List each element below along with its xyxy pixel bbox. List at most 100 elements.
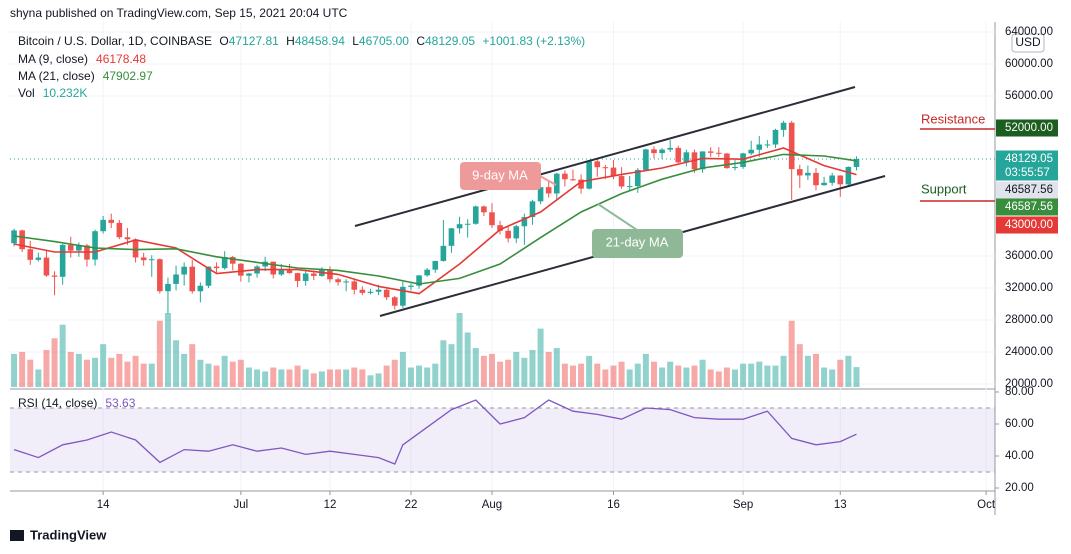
candle-body bbox=[35, 257, 42, 260]
candle-body bbox=[67, 244, 74, 251]
candle-body bbox=[116, 222, 123, 238]
x-tick-label: 13 bbox=[834, 499, 847, 511]
volume-bar bbox=[383, 365, 390, 387]
symbol: Bitcoin / U.S. Dollar, 1D, COINBASE bbox=[18, 34, 212, 48]
candle-body bbox=[643, 149, 649, 170]
rsi-tick-label: 20.00 bbox=[1005, 482, 1034, 494]
currency[interactable]: USD bbox=[1015, 35, 1041, 49]
volume-bar bbox=[237, 359, 244, 387]
volume-bar bbox=[229, 361, 236, 387]
volume-bar bbox=[318, 371, 325, 387]
candle-body bbox=[408, 285, 414, 287]
volume-bar bbox=[424, 367, 431, 387]
volume-bar bbox=[124, 361, 131, 387]
volume-bar bbox=[796, 344, 803, 387]
annotation: 21-day MA bbox=[606, 234, 669, 249]
volume-bar bbox=[497, 361, 504, 387]
volume-bar bbox=[75, 353, 82, 387]
volume-bar bbox=[594, 363, 601, 387]
candle-body bbox=[602, 167, 609, 169]
candle-body bbox=[707, 151, 714, 153]
candle-body bbox=[270, 261, 277, 275]
ma-name: MA (21, close) bbox=[18, 69, 95, 83]
volume-bar bbox=[561, 363, 568, 387]
ohlc-value: 48129.05 bbox=[425, 34, 475, 48]
volume-bar bbox=[100, 344, 107, 387]
volume-bar bbox=[464, 332, 471, 387]
candle-body bbox=[772, 129, 779, 145]
candle-body bbox=[829, 175, 835, 183]
x-tick-label: 14 bbox=[97, 499, 110, 511]
change: +1001.83 (+2.13%) bbox=[482, 34, 585, 48]
candle-body bbox=[821, 182, 827, 186]
candle-body bbox=[238, 263, 244, 276]
candle-body bbox=[578, 179, 584, 189]
volume-bar bbox=[108, 357, 115, 387]
volume-bar bbox=[148, 363, 155, 387]
volume-bar bbox=[391, 359, 398, 387]
candle-body bbox=[537, 187, 544, 202]
candle-body bbox=[440, 245, 447, 261]
candle-body bbox=[780, 122, 787, 130]
candle-body bbox=[481, 206, 487, 213]
volume-bar bbox=[610, 365, 617, 387]
candle-body bbox=[229, 257, 236, 264]
ohlc-value: 47127.81 bbox=[229, 34, 279, 48]
volume-bar bbox=[642, 353, 649, 387]
volume-bar bbox=[683, 367, 690, 387]
volume-bar bbox=[326, 369, 333, 387]
volume-bar bbox=[845, 355, 852, 387]
volume-bar bbox=[399, 351, 406, 387]
volume-bar bbox=[715, 371, 722, 387]
volume-bar bbox=[343, 369, 350, 387]
volume-bar bbox=[626, 369, 633, 387]
candle-body bbox=[157, 259, 163, 292]
ma-name: MA (9, close) bbox=[18, 52, 88, 66]
volume-bar bbox=[440, 340, 447, 387]
candle-body bbox=[505, 230, 511, 239]
channel-upper bbox=[354, 86, 856, 227]
candle-body bbox=[464, 223, 471, 225]
volume-bar bbox=[375, 373, 382, 387]
ma-line bbox=[13, 153, 857, 285]
candle-body bbox=[570, 179, 576, 181]
volume-bar bbox=[197, 359, 204, 387]
y-tick-label: 60000.00 bbox=[1005, 58, 1053, 70]
volume-bar bbox=[748, 363, 755, 387]
volume-bar bbox=[488, 353, 495, 387]
candle-body bbox=[189, 266, 196, 292]
volume-bar bbox=[286, 369, 293, 387]
candle-body bbox=[375, 289, 382, 292]
candle-body bbox=[148, 259, 155, 261]
annotation: Support bbox=[921, 181, 967, 196]
y-tick-label: 36000.00 bbox=[1005, 250, 1053, 262]
volume-bar bbox=[513, 351, 520, 387]
y-tick-label: 24000.00 bbox=[1005, 346, 1053, 358]
legend-main: Bitcoin / U.S. Dollar, 1D, COINBASE O471… bbox=[18, 34, 585, 48]
vol-value: 10.232K bbox=[43, 86, 88, 100]
volume-bar bbox=[821, 367, 828, 387]
volume-bar bbox=[764, 365, 771, 387]
volume-bar bbox=[181, 353, 188, 387]
volume-bar bbox=[83, 359, 90, 387]
rsi-line bbox=[13, 399, 857, 465]
ohlc-key: H bbox=[286, 34, 295, 48]
candle-body bbox=[181, 266, 187, 275]
rsi-tick-label: 40.00 bbox=[1005, 450, 1034, 462]
volume-bar bbox=[837, 359, 844, 387]
currency-box[interactable] bbox=[1011, 33, 1045, 53]
candle-body bbox=[667, 147, 673, 150]
candle-body bbox=[213, 266, 220, 269]
volume-bar bbox=[448, 344, 455, 387]
y-tick-label: 56000.00 bbox=[1005, 90, 1053, 102]
x-tick-label: Sep bbox=[733, 499, 753, 511]
candle-body bbox=[489, 212, 495, 226]
candle-body bbox=[788, 122, 795, 170]
plot bbox=[10, 22, 995, 490]
volume-bar bbox=[659, 367, 666, 387]
candle-body bbox=[756, 144, 763, 150]
volume-bar bbox=[221, 355, 228, 387]
volume-bar bbox=[740, 363, 747, 387]
candle-body bbox=[659, 149, 665, 154]
candle-body bbox=[594, 161, 601, 168]
